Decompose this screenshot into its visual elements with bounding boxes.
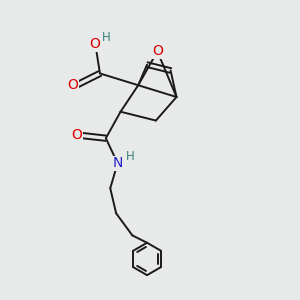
Text: N: N [112, 156, 123, 170]
Text: O: O [68, 78, 78, 92]
Text: H: H [102, 31, 111, 44]
Text: O: O [71, 128, 82, 142]
Text: O: O [152, 44, 163, 58]
Text: H: H [126, 150, 134, 163]
Text: O: O [89, 37, 100, 51]
